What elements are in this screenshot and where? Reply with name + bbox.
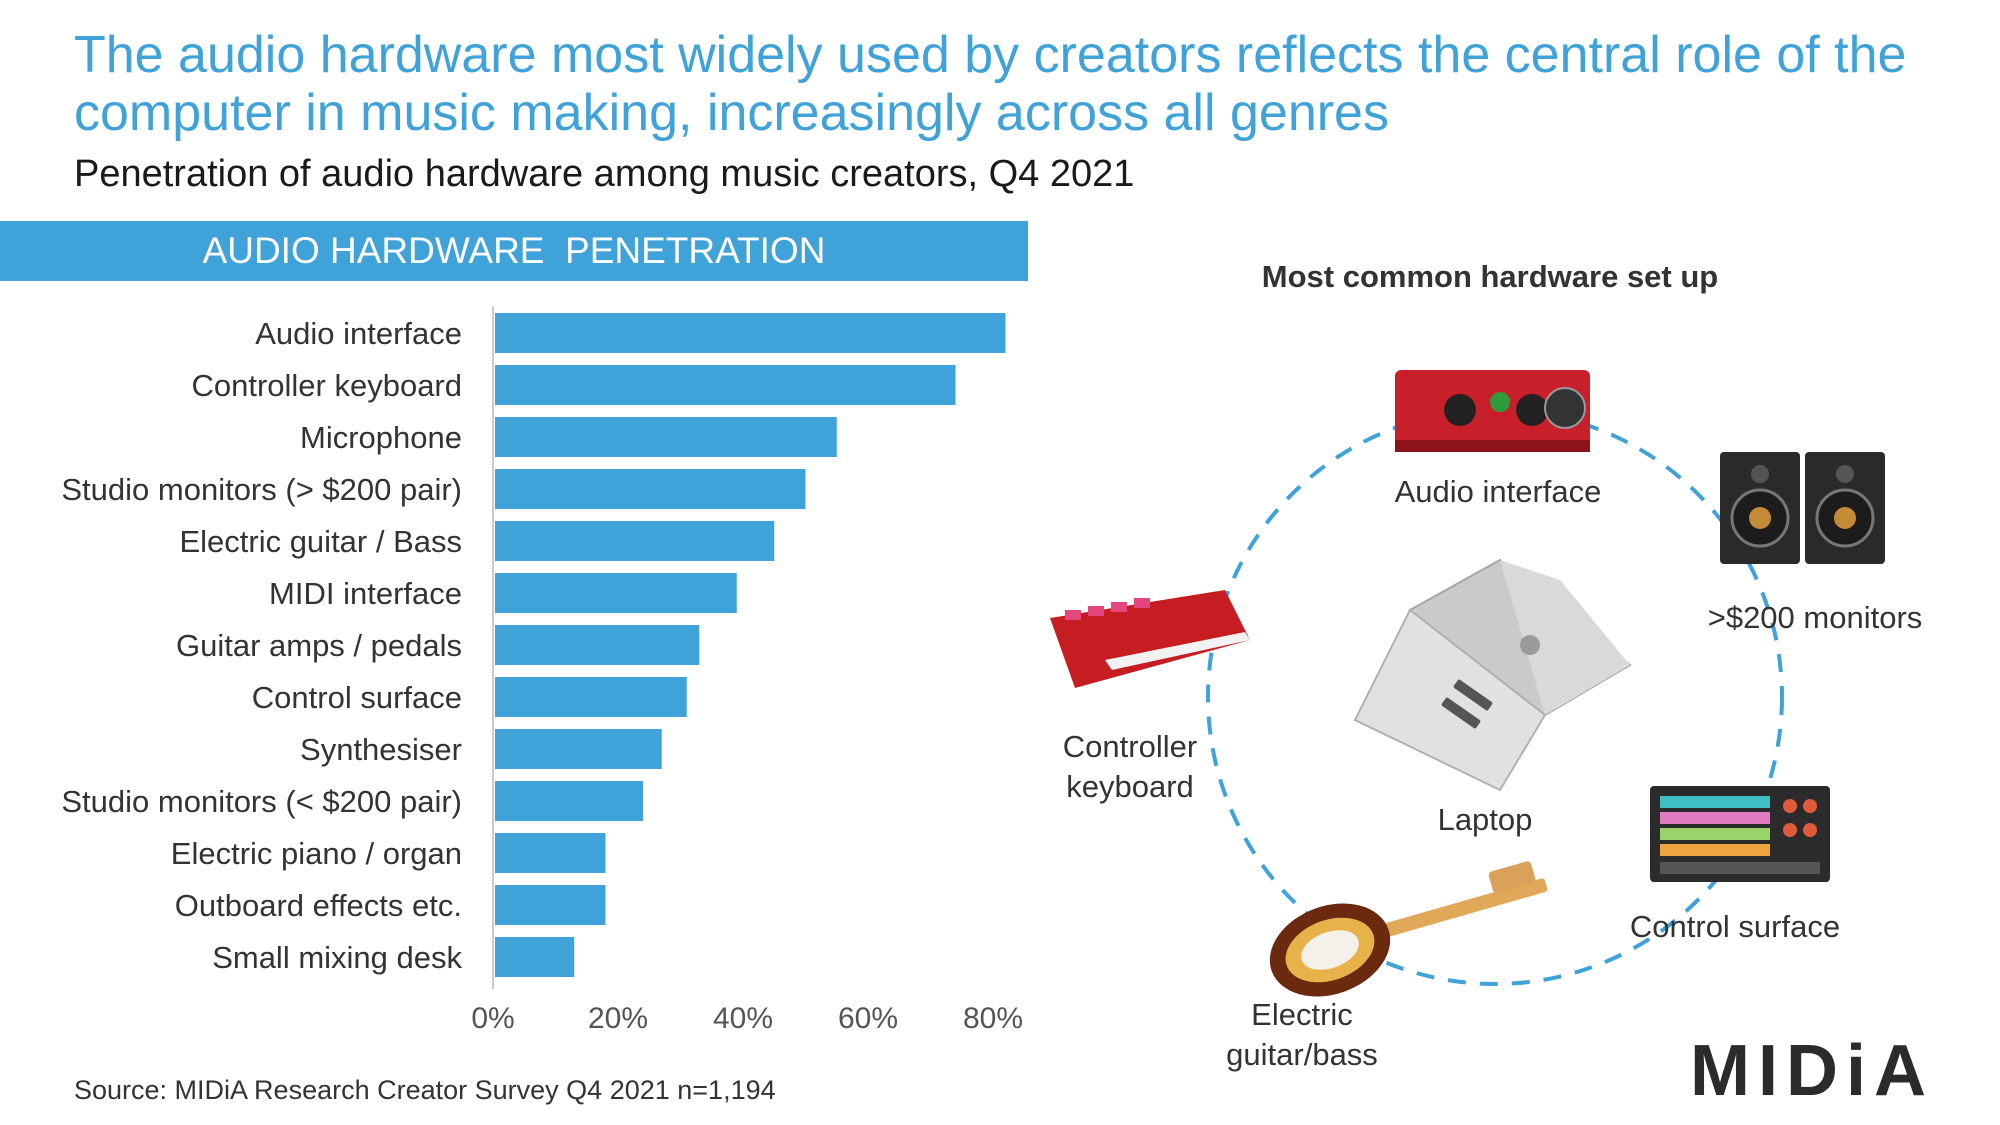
bar-1 [495, 365, 956, 405]
category-label-0: Audio interface [255, 316, 462, 351]
label-monitors: >$200 monitors [1707, 600, 1923, 635]
bar-9 [495, 781, 643, 821]
category-label-12: Small mixing desk [212, 940, 462, 975]
label-controller-keyboard: Controller keyboard [1062, 729, 1198, 804]
laptop-icon [1353, 558, 1632, 792]
x-tick-label-0: 0% [471, 1002, 514, 1035]
bar-8 [495, 729, 662, 769]
category-label-10: Electric piano / organ [171, 836, 462, 871]
electric-guitar-icon [1269, 861, 1548, 997]
x-tick-label-4: 80% [963, 1002, 1023, 1035]
controller-keyboard-icon [1050, 590, 1250, 688]
bar-3 [495, 469, 806, 509]
x-tick-label-2: 40% [713, 1002, 773, 1035]
bar-10 [495, 833, 606, 873]
chart-banner-label: AUDIO HARDWARE PENETRATION [202, 230, 826, 271]
midia-logo: MIDiA [1690, 1031, 1934, 1111]
page-title: The audio hardware most widely used by c… [74, 26, 1907, 142]
category-label-4: Electric guitar / Bass [179, 524, 462, 559]
category-label-11: Outboard effects etc. [175, 888, 462, 923]
category-label-7: Control surface [252, 680, 462, 715]
x-tick-label-1: 20% [588, 1002, 648, 1035]
chart-banner: AUDIO HARDWARE PENETRATION [0, 221, 1028, 281]
category-label-8: Synthesiser [300, 732, 462, 767]
category-label-6: Guitar amps / pedals [176, 628, 462, 663]
source-note: Source: MIDiA Research Creator Survey Q4… [74, 1075, 776, 1105]
category-label-9: Studio monitors (< $200 pair) [61, 784, 462, 819]
monitors-icon [1720, 452, 1885, 564]
bar-6 [495, 625, 700, 665]
category-label-3: Studio monitors (> $200 pair) [61, 472, 462, 507]
hardware-setup-diagram [1050, 370, 1885, 997]
audio-interface-icon [1395, 370, 1590, 452]
page-subtitle: Penetration of audio hardware among musi… [74, 153, 1135, 195]
setup-title: Most common hardware set up [1261, 259, 1719, 294]
bar-4 [495, 521, 775, 561]
control-surface-icon [1650, 786, 1830, 882]
bar-2 [495, 417, 837, 457]
category-label-1: Controller keyboard [191, 368, 462, 403]
label-control-surface: Control surface [1629, 909, 1841, 944]
bar-0 [495, 313, 1006, 353]
bar-5 [495, 573, 737, 613]
penetration-bar-chart: Audio interface Controller keyboard Microp… [61, 306, 1023, 1035]
label-laptop: Laptop [1437, 802, 1533, 837]
x-tick-label-3: 60% [838, 1002, 898, 1035]
category-label-2: Microphone [300, 420, 462, 455]
label-audio-interface: Audio interface [1394, 474, 1602, 509]
bar-12 [495, 937, 575, 977]
bar-11 [495, 885, 606, 925]
bar-7 [495, 677, 687, 717]
category-label-5: MIDI interface [269, 576, 462, 611]
label-electric-guitar: Electric guitar/bass [1226, 997, 1378, 1072]
